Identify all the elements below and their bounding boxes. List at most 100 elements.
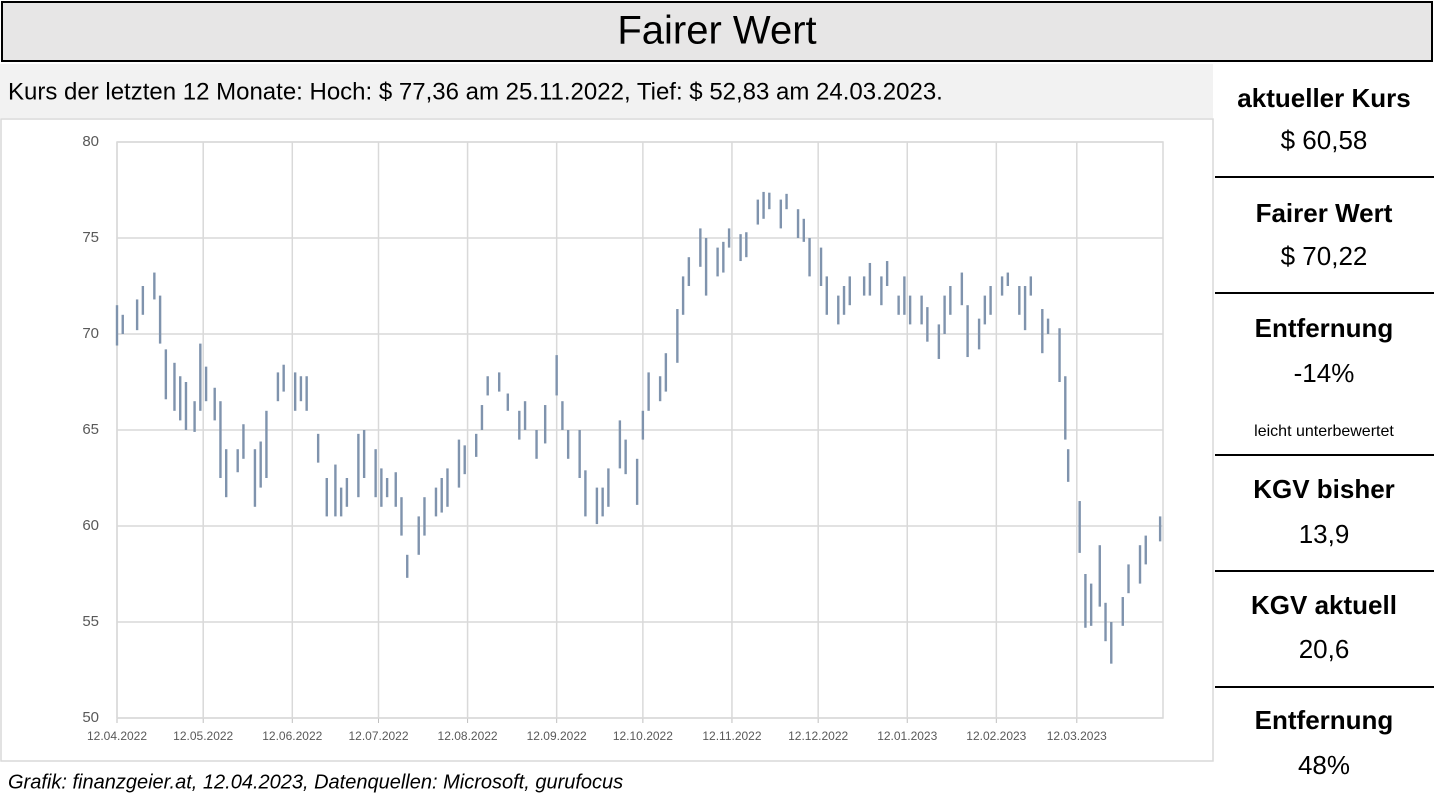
- range-bar: [423, 497, 426, 536]
- range-bar: [1066, 449, 1070, 482]
- range-bar: [1144, 535, 1147, 565]
- range-bar: [480, 405, 484, 430]
- range-bar: [204, 366, 208, 402]
- range-bar: [745, 232, 748, 258]
- y-tick-label: 50: [82, 709, 99, 726]
- range-bar: [676, 309, 679, 363]
- range-bar: [960, 272, 964, 306]
- range-bar: [259, 441, 262, 488]
- range-bar: [1098, 545, 1101, 607]
- panel-label: aktueller Kurs: [1237, 83, 1410, 113]
- range-bar: [184, 382, 188, 430]
- range-bar: [762, 191, 765, 219]
- range-bar: [1058, 328, 1061, 382]
- x-tick-label: 12.07.2022: [348, 729, 408, 743]
- panel-label: Entfernung: [1255, 313, 1394, 343]
- range-bar: [325, 478, 328, 517]
- range-bar: [385, 478, 389, 498]
- range-bar: [756, 199, 760, 225]
- panel-value: -14%: [1294, 358, 1355, 388]
- range-bar: [739, 234, 742, 262]
- range-bar: [1078, 501, 1081, 553]
- x-tick-label: 12.06.2022: [262, 729, 322, 743]
- range-bar: [1158, 516, 1162, 542]
- panel-label: Fairer Wert: [1256, 198, 1393, 228]
- range-bar: [463, 445, 466, 475]
- range-bar: [943, 295, 946, 334]
- range-bar: [345, 478, 349, 507]
- plot-frame: [116, 141, 1164, 719]
- range-bar: [808, 238, 811, 277]
- range-bar: [417, 516, 420, 555]
- chart-area: [0, 118, 1214, 762]
- range-bar: [578, 430, 581, 478]
- y-tick-label: 65: [82, 421, 99, 438]
- range-bar: [658, 376, 662, 402]
- range-bar: [722, 241, 725, 273]
- panel-label: Entfernung: [1255, 705, 1394, 735]
- range-bar: [334, 464, 337, 517]
- range-bar: [595, 487, 599, 525]
- range-bar: [983, 295, 987, 325]
- range-bar: [566, 430, 570, 459]
- range-bar: [193, 401, 196, 432]
- range-bar: [607, 468, 610, 507]
- range-bar: [219, 401, 222, 478]
- range-bar: [716, 247, 719, 277]
- subtitle-box: [0, 64, 1213, 118]
- y-tick-label: 55: [82, 613, 99, 630]
- range-bar: [400, 497, 403, 536]
- range-bar: [785, 193, 788, 210]
- range-bar: [242, 424, 245, 459]
- range-bar: [535, 430, 538, 459]
- range-bar: [937, 324, 941, 359]
- range-bar: [293, 372, 297, 411]
- range-bar: [1006, 272, 1010, 286]
- range-bar: [624, 439, 627, 475]
- range-bar: [837, 295, 840, 325]
- panel-note: leicht unterbewertet: [1254, 423, 1394, 440]
- x-tick-label: 12.04.2022: [87, 729, 147, 743]
- y-tick-label: 75: [82, 229, 99, 246]
- range-bar: [1104, 602, 1107, 642]
- range-bar: [618, 420, 622, 469]
- x-tick-label: 12.12.2022: [788, 729, 848, 743]
- panel-separators: [1215, 176, 1434, 688]
- range-bar: [282, 364, 285, 392]
- range-bar: [842, 286, 846, 315]
- y-tick-label: 80: [82, 133, 99, 150]
- range-bar: [868, 262, 872, 296]
- range-bar: [362, 430, 366, 478]
- range-bar: [1000, 276, 1004, 296]
- range-bar: [523, 401, 527, 430]
- range-bar: [406, 554, 409, 578]
- range-bar: [213, 387, 216, 421]
- x-tick-label: 12.08.2022: [438, 729, 498, 743]
- range-bar: [920, 295, 923, 325]
- range-bar: [434, 487, 438, 517]
- range-bar: [647, 372, 650, 411]
- panel-value: $ 70,22: [1281, 241, 1368, 271]
- range-bar: [908, 295, 912, 325]
- range-bar: [299, 376, 303, 402]
- range-bar: [664, 353, 668, 392]
- range-bar: [862, 276, 866, 296]
- range-bar: [179, 376, 182, 421]
- range-bar: [115, 305, 119, 346]
- range-bar: [819, 247, 823, 286]
- range-bar: [199, 343, 202, 411]
- range-bar: [796, 209, 800, 238]
- range-bar: [897, 295, 900, 315]
- y-tick-label: 70: [82, 325, 99, 342]
- range-bar: [518, 410, 521, 440]
- range-bar: [681, 276, 685, 315]
- range-bar: [687, 257, 691, 286]
- panel-label: KGV aktuell: [1251, 590, 1397, 620]
- header-box: [1, 1, 1433, 62]
- x-tick-label: 12.10.2022: [613, 729, 673, 743]
- range-bar: [880, 276, 883, 306]
- range-bar: [1018, 286, 1021, 315]
- range-bar: [641, 410, 645, 440]
- range-bar: [1041, 309, 1044, 354]
- range-bar: [1121, 597, 1124, 626]
